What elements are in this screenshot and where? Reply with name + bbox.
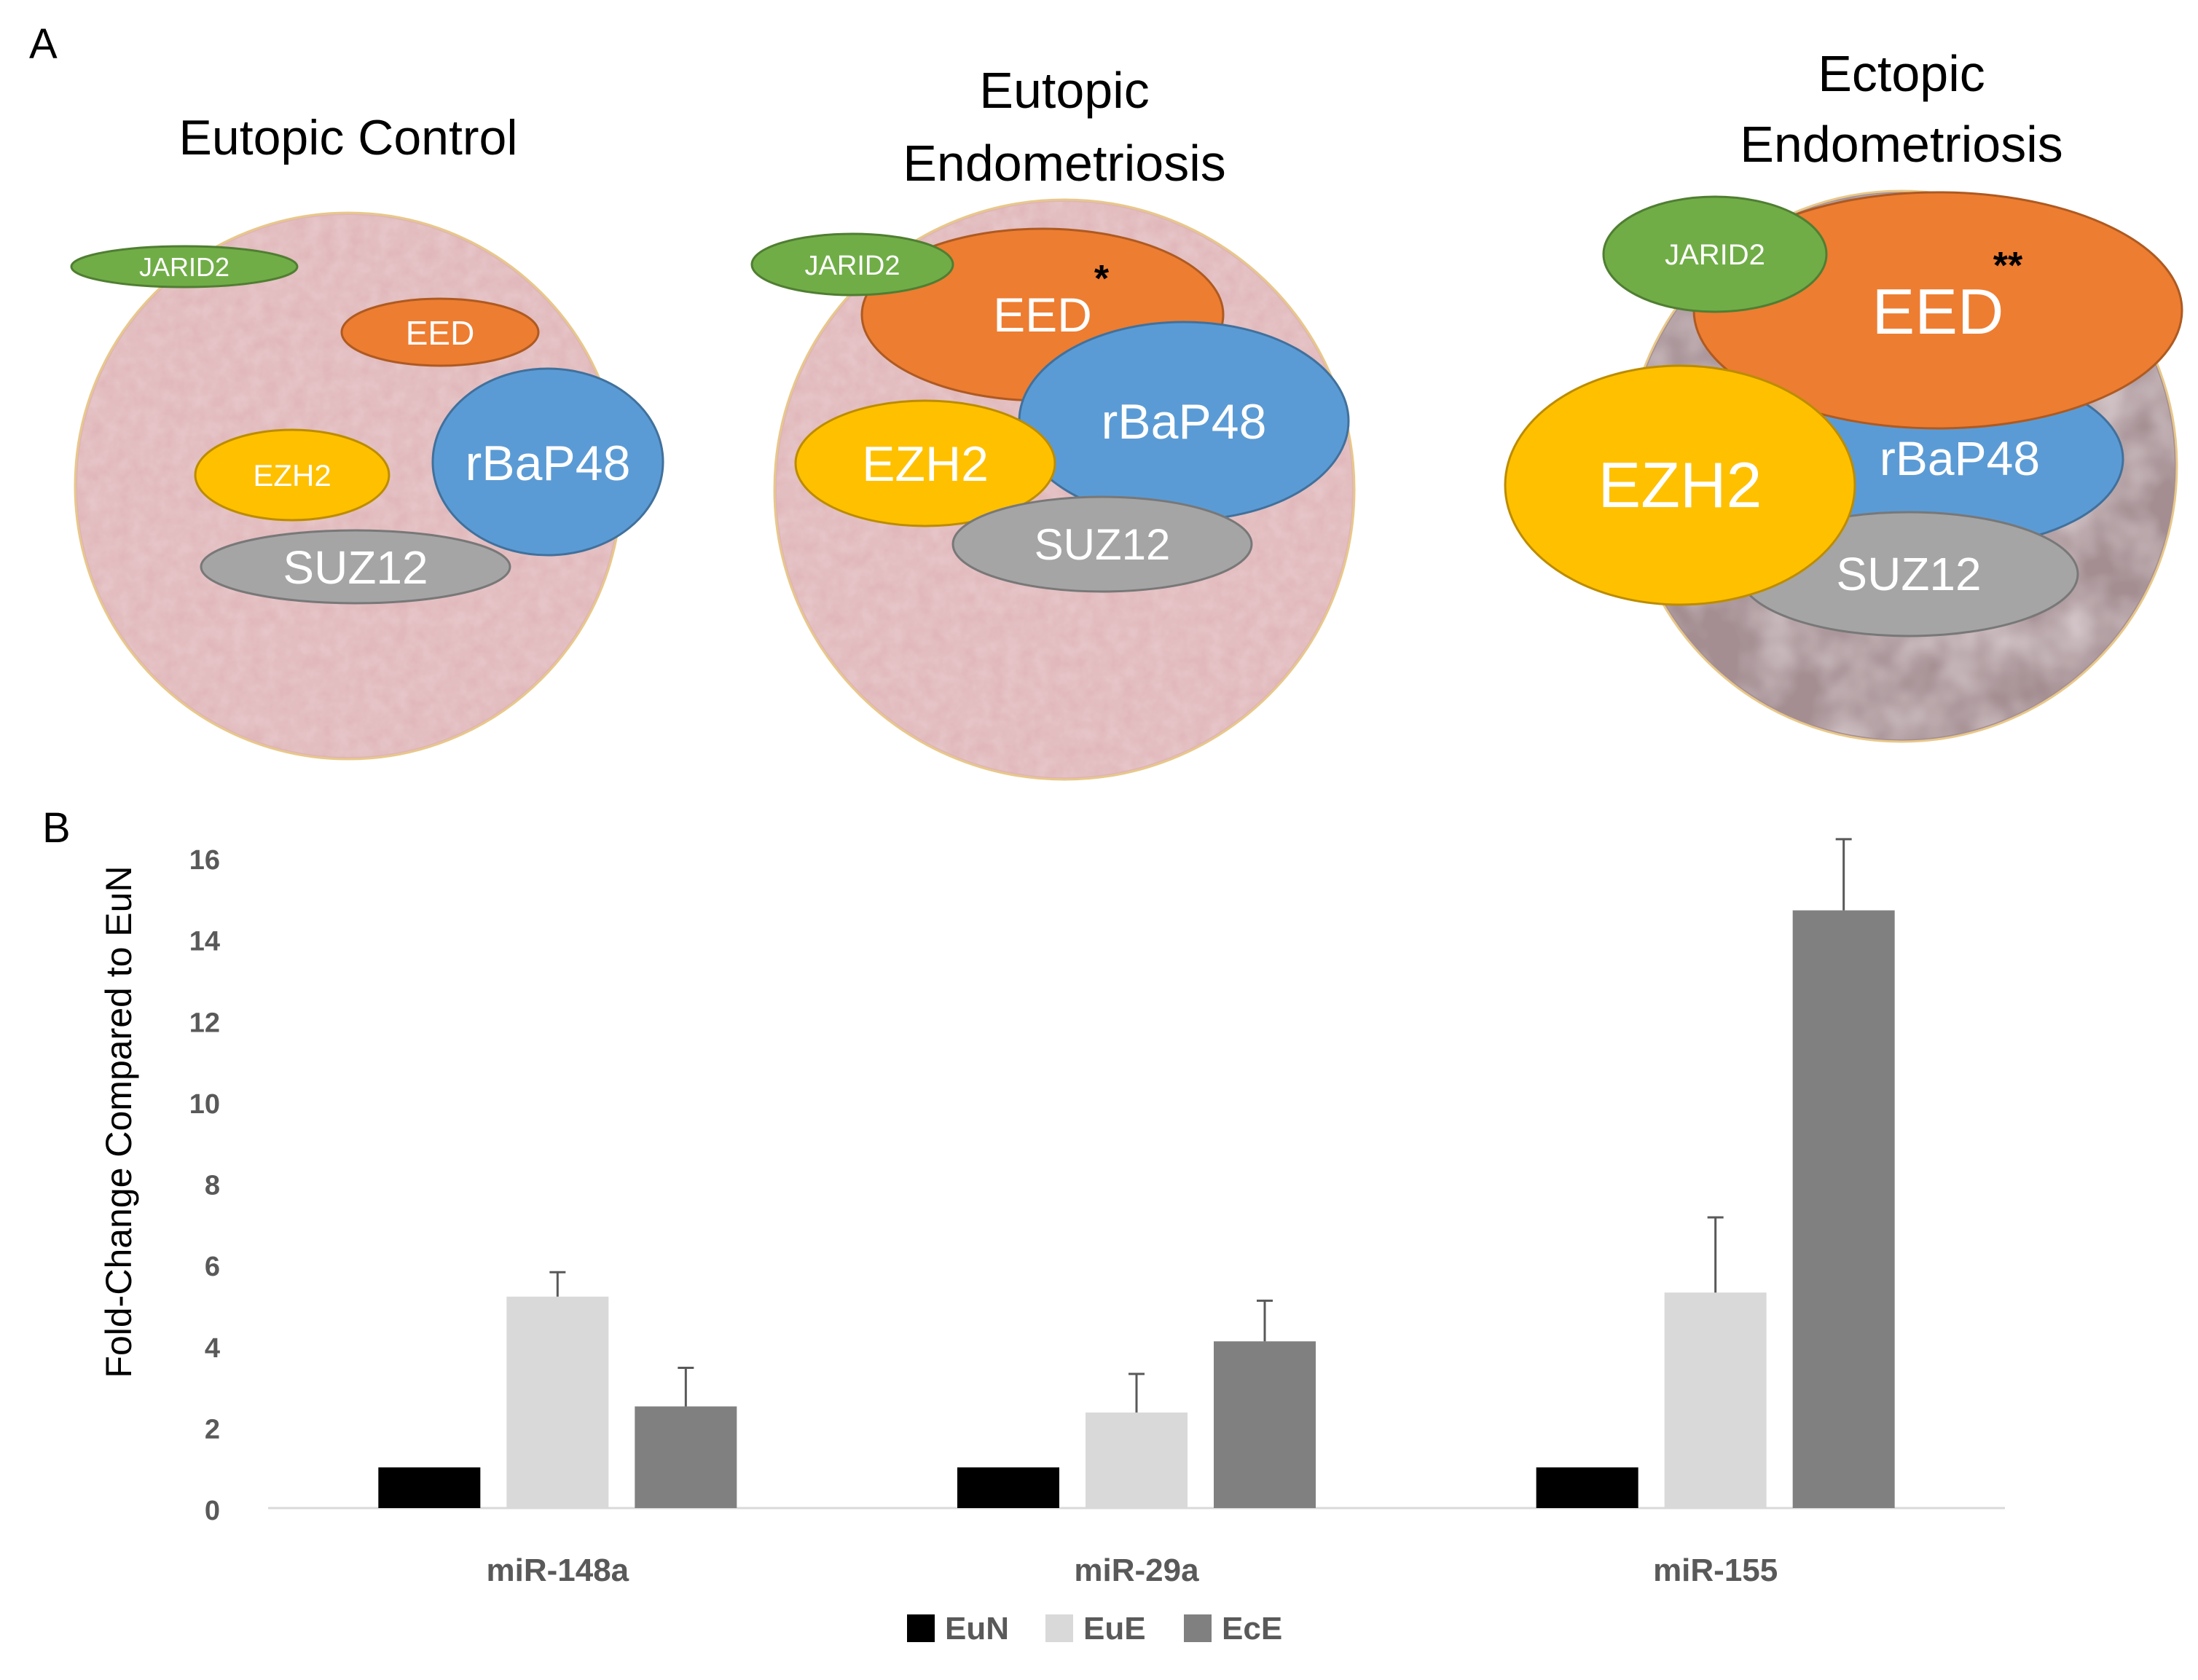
protein-suz12: SUZ12 (200, 529, 511, 605)
svg-text:EZH2: EZH2 (1598, 449, 1762, 521)
x-tick-label: miR-148a (486, 1553, 629, 1588)
cell-title-line: Endometriosis (1740, 116, 2063, 173)
bar-eun-mir-148a (378, 1467, 481, 1508)
cell-title-line: Eutopic (979, 62, 1149, 119)
bar-ece-mir-148a (635, 1406, 737, 1508)
cell-eutopic-endometriosis: Eutopic Endometriosis EED * JARID2 rBaP4… (750, 62, 1356, 781)
panel-a-label: A (29, 20, 58, 68)
svg-text:JARID2: JARID2 (805, 251, 900, 281)
bar-eue-mir-148a (506, 1296, 609, 1508)
significance-marker: ** (1993, 245, 2023, 287)
y-tick-label: 0 (205, 1496, 220, 1526)
svg-text:rBaP48: rBaP48 (466, 436, 631, 491)
protein-ezh2: EZH2 (1504, 364, 1856, 606)
protein-eed: EED (340, 297, 540, 367)
legend-swatch-eue (1045, 1614, 1073, 1642)
bar-eun-mir-29a (957, 1467, 1059, 1508)
panel-b: B Fold-Change Compared to EuN 0 2 4 6 8 10 12 1… (42, 804, 2005, 1646)
legend-label: EuE (1083, 1611, 1146, 1646)
protein-suz12: SUZ12 (951, 495, 1253, 593)
svg-text:JARID2: JARID2 (139, 252, 229, 282)
panel-b-label: B (42, 804, 71, 852)
y-tick-label: 4 (205, 1333, 220, 1364)
svg-text:EED: EED (993, 288, 1092, 342)
y-tick-label: 10 (189, 1089, 220, 1120)
significance-marker: * (1094, 258, 1110, 300)
protein-rbap48: rBaP48 (1018, 321, 1350, 522)
cell-title-line: Endometriosis (903, 135, 1226, 192)
legend-label: EcE (1222, 1611, 1282, 1646)
svg-text:EZH2: EZH2 (862, 436, 989, 492)
svg-text:EED: EED (406, 314, 475, 352)
legend-label: EuN (945, 1611, 1009, 1646)
bar-eun-mir-155 (1536, 1467, 1638, 1508)
x-tick-label: miR-29a (1074, 1553, 1199, 1588)
y-tick-label: 16 (189, 845, 220, 876)
protein-ezh2: EZH2 (794, 399, 1056, 527)
protein-rbap48: rBaP48 (431, 367, 664, 557)
chart-legend: EuN EuE EcE (907, 1611, 1282, 1646)
bar-ece-mir-155 (1792, 910, 1895, 1508)
svg-text:SUZ12: SUZ12 (1836, 548, 1981, 600)
bar-eue-mir-155 (1664, 1292, 1767, 1508)
svg-text:JARID2: JARID2 (1665, 239, 1765, 271)
y-tick-label: 8 (205, 1171, 220, 1201)
svg-text:EED: EED (1872, 275, 2004, 348)
y-tick-label: 6 (205, 1252, 220, 1282)
svg-text:SUZ12: SUZ12 (1035, 520, 1171, 569)
y-tick-label: 14 (189, 927, 220, 957)
legend-swatch-eun (907, 1614, 935, 1642)
y-axis-label: Fold-Change Compared to EuN (98, 865, 139, 1378)
protein-jarid2: JARID2 (750, 232, 954, 297)
svg-text:rBaP48: rBaP48 (1102, 394, 1267, 450)
svg-text:rBaP48: rBaP48 (1880, 431, 2040, 485)
cell-title-line: Ectopic (1818, 45, 1985, 102)
legend-swatch-ece (1184, 1614, 1212, 1642)
cell-ectopic-endometriosis: Ectopic Endometriosis rBaP48 SUZ12 EED *… (1504, 45, 2183, 743)
protein-jarid2: JARID2 (70, 245, 299, 288)
panel-a: A Eutopic Control JARID2 EED rBaP48 EZH2 (29, 20, 2183, 781)
y-tick-label: 2 (205, 1414, 220, 1445)
cell-title-line: Eutopic Control (179, 110, 518, 165)
chart-plot: 0 2 4 6 8 10 12 14 16 miR-148a miR-29a miR-155 (189, 838, 2005, 1588)
protein-ezh2: EZH2 (194, 428, 390, 522)
bar-ece-mir-29a (1214, 1341, 1316, 1508)
bar-eue-mir-29a (1086, 1412, 1188, 1508)
protein-jarid2: JARID2 (1602, 195, 1828, 313)
y-tick-label: 12 (189, 1008, 220, 1038)
x-tick-label: miR-155 (1653, 1553, 1778, 1588)
cell-eutopic-control: Eutopic Control JARID2 EED rBaP48 EZH2 (70, 110, 664, 761)
svg-text:EZH2: EZH2 (253, 458, 331, 492)
svg-text:SUZ12: SUZ12 (283, 541, 428, 594)
